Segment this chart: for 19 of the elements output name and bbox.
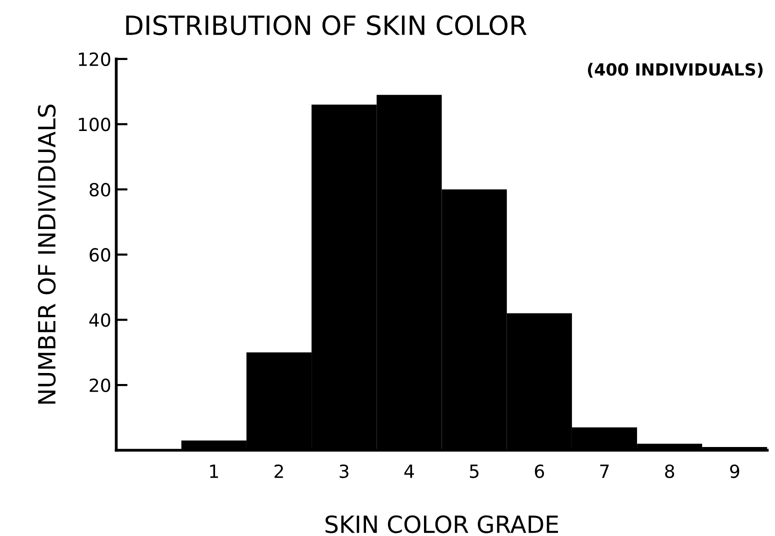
y-tick-label: 20: [90, 378, 110, 392]
y-tick-label: 80: [90, 182, 110, 197]
x-tick-label: 1: [210, 464, 218, 478]
x-tick-label: 2: [274, 464, 283, 478]
y-axis-title: NUMBER OF INDIVIDUALS: [38, 104, 56, 404]
x-tick-label: 9: [730, 464, 740, 478]
y-tick-label: 100: [78, 118, 110, 132]
y-tick-label: 120: [78, 52, 110, 66]
y-tick-label: 40: [89, 313, 110, 327]
x-tick-label: 5: [470, 464, 478, 478]
x-tick-label: 6: [534, 464, 544, 478]
x-axis-title: SKIN COLOR GRADE: [326, 515, 558, 534]
x-tick-label: 4: [404, 464, 414, 478]
chart-title: DISTRIBUTION OF SKIN COLOR: [126, 15, 527, 36]
x-tick-label: 3: [340, 464, 348, 478]
annotation: (400 INDIVIDUALS): [588, 62, 763, 78]
y-tick-label: 60: [90, 248, 110, 262]
x-tick-label: 7: [600, 464, 609, 478]
x-tick-label: 8: [665, 464, 674, 478]
